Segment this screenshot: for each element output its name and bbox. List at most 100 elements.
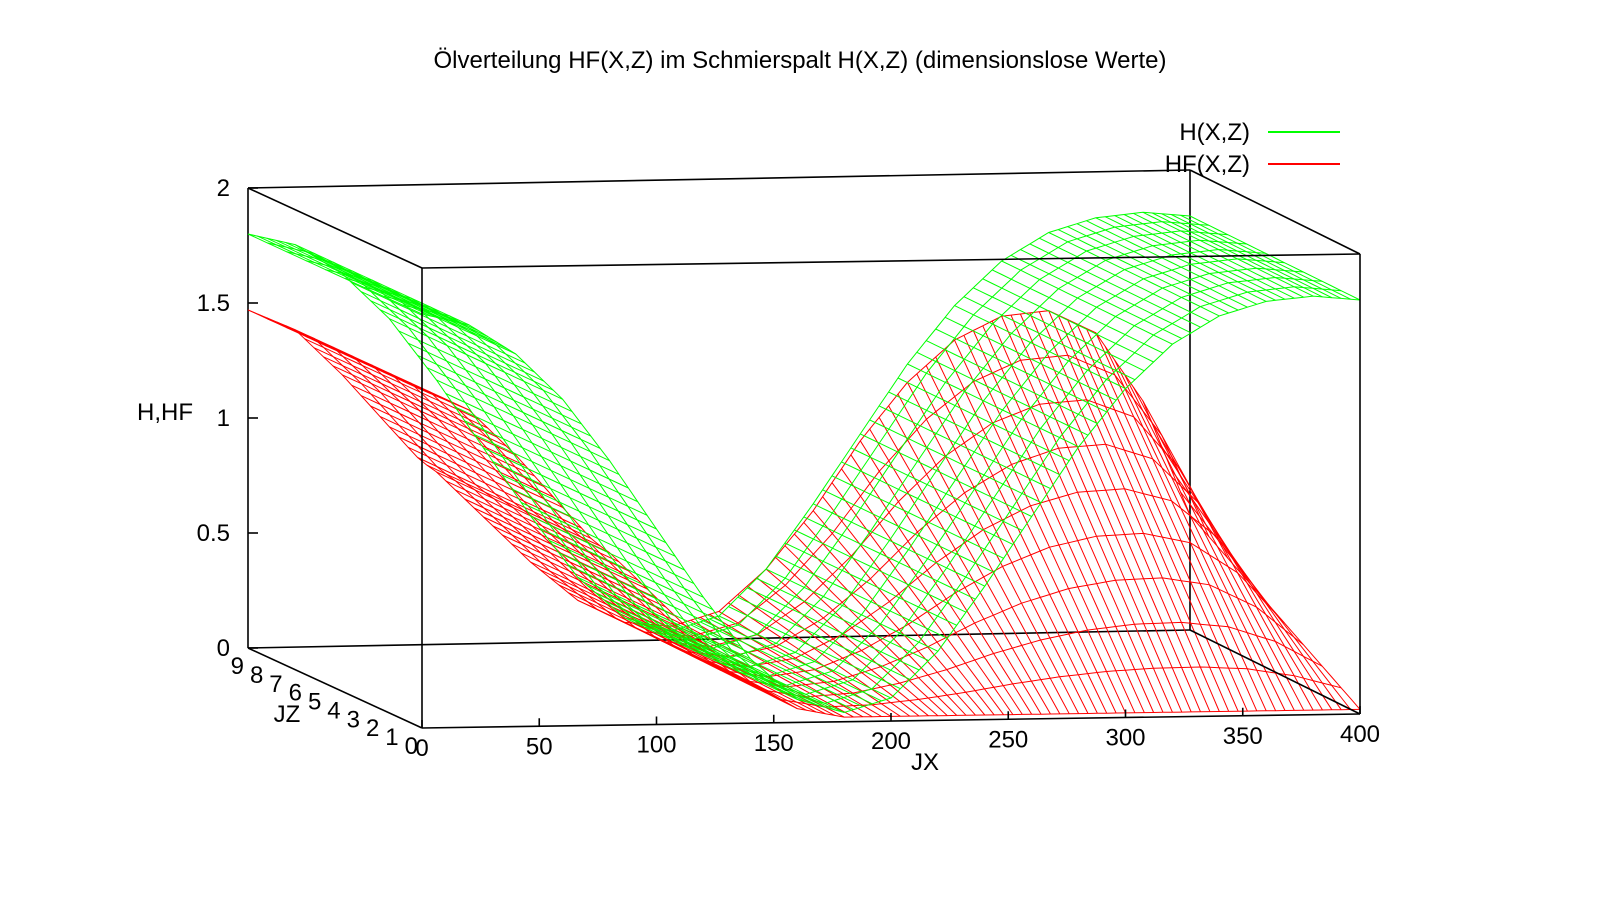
y-tick-label: 8 xyxy=(250,662,263,689)
mesh-line xyxy=(407,446,582,529)
mesh-line xyxy=(831,482,1005,715)
box-edge xyxy=(247,169,1191,189)
mesh-line xyxy=(765,568,939,717)
mesh-line xyxy=(344,353,1285,678)
mesh-line xyxy=(285,242,460,324)
z-tick-label: 0 xyxy=(217,635,230,662)
mesh-line xyxy=(850,454,1023,715)
mesh-line xyxy=(935,356,1108,714)
x-tick-label: 250 xyxy=(988,726,1028,753)
mesh-line xyxy=(305,239,1247,659)
mesh-line xyxy=(304,249,479,332)
mesh-line xyxy=(426,464,601,547)
mesh-line xyxy=(436,379,610,462)
mesh-line xyxy=(389,318,563,400)
mesh-line xyxy=(402,286,1342,704)
mesh-line xyxy=(383,276,1323,695)
mesh-line xyxy=(944,316,1117,401)
mesh-line xyxy=(1114,359,1286,711)
mesh-line xyxy=(982,325,1155,713)
mesh-line xyxy=(746,585,920,717)
mesh-line xyxy=(294,244,470,326)
mesh-line xyxy=(379,309,554,391)
mesh-line xyxy=(363,362,1304,688)
mesh-line xyxy=(421,295,1361,714)
mesh-line xyxy=(304,338,479,420)
mesh-line xyxy=(812,510,986,716)
mesh-line xyxy=(916,351,1089,436)
mesh-line xyxy=(325,345,1267,668)
mesh-line xyxy=(1114,215,1286,300)
mesh-line xyxy=(624,617,798,700)
mesh-line xyxy=(803,522,976,716)
mesh-line xyxy=(539,527,714,611)
mesh-line xyxy=(417,354,592,437)
box-edge xyxy=(247,647,423,729)
box-edge xyxy=(247,187,423,269)
mesh-line xyxy=(511,543,685,626)
mesh-line xyxy=(370,300,545,382)
mesh-line xyxy=(1142,400,1314,711)
mesh-line xyxy=(709,618,882,702)
mesh-line xyxy=(925,340,1098,424)
mesh-line xyxy=(445,393,620,475)
mesh-line xyxy=(383,371,1323,698)
mesh-line xyxy=(511,488,685,571)
mesh-line xyxy=(398,330,573,413)
mesh-line xyxy=(360,291,535,373)
axis-ticks: 0 50 100 150 200 250 300 350 400012345678900.511… xyxy=(197,175,1380,762)
legend: H(X,Z) HF(X,Z) xyxy=(1165,119,1340,178)
box-edge xyxy=(1189,169,1361,255)
mesh-line xyxy=(247,233,423,315)
mesh-line xyxy=(1152,212,1323,298)
mesh-line xyxy=(407,342,582,425)
mesh-line xyxy=(1133,387,1305,711)
mesh-line xyxy=(323,356,498,438)
mesh-line xyxy=(728,606,901,690)
mesh-line xyxy=(812,503,986,587)
y-tick-label: 0 xyxy=(405,733,418,760)
mesh-line xyxy=(360,395,535,477)
mesh-line xyxy=(351,384,526,467)
x-tick-label: 150 xyxy=(754,730,794,757)
mesh-line xyxy=(822,489,995,573)
mesh-line xyxy=(784,542,957,626)
mesh-line xyxy=(709,613,882,717)
mesh-line xyxy=(286,327,1229,647)
z-tick-label: 0.5 xyxy=(197,520,230,547)
mesh-line xyxy=(972,330,1145,713)
mesh-line xyxy=(1170,214,1342,299)
mesh-line xyxy=(859,440,1033,715)
mesh-line xyxy=(426,367,601,449)
box-edge xyxy=(247,629,1191,649)
x-tick-label: 350 xyxy=(1223,723,1263,750)
mesh-line xyxy=(963,335,1136,714)
mesh-line xyxy=(775,555,948,639)
mesh-line xyxy=(803,516,976,600)
mesh-line xyxy=(671,630,845,713)
y-tick-label: 3 xyxy=(347,706,360,733)
mesh-line xyxy=(473,433,648,516)
mesh-line xyxy=(841,461,1014,545)
z-tick-label: 1 xyxy=(217,405,230,432)
mesh-line xyxy=(286,230,1228,650)
mesh-line xyxy=(982,278,1154,363)
surfaces xyxy=(247,211,1361,718)
mesh-line xyxy=(568,564,742,647)
mesh-line xyxy=(652,625,826,708)
mesh-line xyxy=(1133,212,1304,298)
mesh-line xyxy=(1161,446,1333,711)
mesh-line xyxy=(1029,312,1201,712)
x-tick-label: 400 xyxy=(1340,721,1380,748)
mesh-line xyxy=(963,296,1136,381)
mesh-line xyxy=(756,578,929,662)
y-tick-label: 2 xyxy=(366,715,379,742)
mesh-line xyxy=(502,474,676,557)
y-tick-label: 1 xyxy=(385,724,398,751)
mesh-line xyxy=(305,336,1248,657)
mesh-line xyxy=(916,373,1089,714)
mesh-line xyxy=(1151,423,1323,711)
x-tick-label: 0 xyxy=(415,735,428,762)
mesh-line xyxy=(363,267,1304,686)
mesh-line xyxy=(341,273,517,355)
